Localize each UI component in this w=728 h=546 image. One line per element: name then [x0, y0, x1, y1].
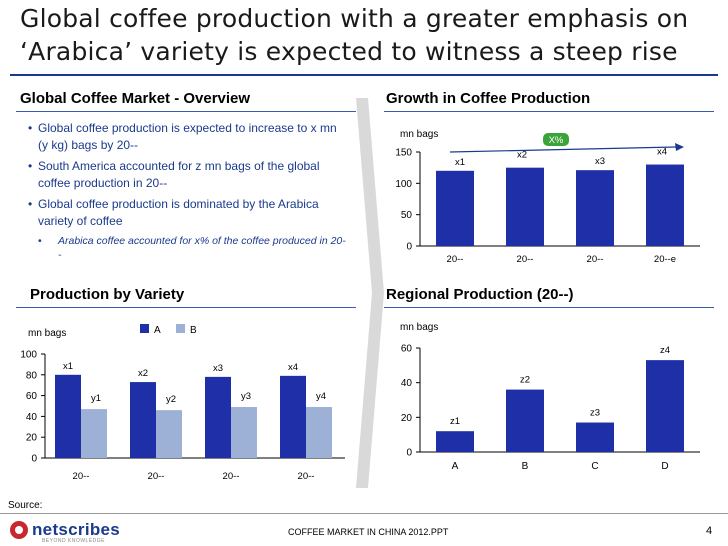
variety-y-tick-label: 0 [31, 454, 37, 465]
regional-data-label: z2 [520, 375, 530, 386]
regional-y-axis-label: mn bags [400, 322, 438, 333]
growth-x-tick-label: 20-- [447, 254, 464, 265]
growth-data-label: x4 [657, 147, 667, 158]
overview-heading: Global Coffee Market - Overview [20, 90, 251, 107]
variety-bar-a [205, 376, 231, 458]
regional-x-tick-label: D [661, 461, 668, 472]
legend-label-a: A [154, 325, 161, 336]
variety-bar-a [280, 375, 306, 458]
variety-data-label: x2 [138, 368, 148, 379]
growth-bar [506, 167, 544, 246]
variety-data-label: x4 [288, 362, 298, 373]
bullet-south-america: South America accounted for z mn bags of… [28, 158, 348, 192]
growth-data-label: x3 [595, 156, 605, 167]
growth-x-tick-label: 20-- [517, 254, 534, 265]
variety-bar-b [231, 407, 257, 458]
variety-y-tick-label: 40 [26, 412, 38, 423]
title-bar: Global coffee production with a greater … [0, 0, 728, 74]
legend-swatch-a [140, 324, 149, 333]
growth-bar [646, 164, 684, 246]
growth-y-tick-label: 150 [395, 148, 412, 159]
variety-heading: Production by Variety [30, 286, 185, 303]
bullet-arabica-dominance: Global coffee production is dominated by… [28, 196, 348, 230]
variety-heading-rule [16, 307, 356, 308]
page-title-line-2: ‘Arabica’ variety is expected to witness… [20, 37, 678, 66]
variety-bar-b [156, 410, 182, 458]
growth-y-tick-label: 100 [395, 179, 412, 190]
regional-data-label: z4 [660, 345, 670, 356]
regional-y-tick-label: 20 [401, 413, 413, 424]
legend-swatch-b [176, 324, 185, 333]
regional-data-label: z1 [450, 416, 460, 427]
variety-data-label: y1 [91, 393, 101, 404]
growth-x-tick-label: 20-- [587, 254, 604, 265]
title-divider [10, 74, 718, 76]
growth-y-axis-label: mn bags [400, 129, 438, 140]
growth-rate-label: X% [549, 135, 564, 146]
legend-label-b: B [190, 325, 197, 336]
regional-x-tick-label: A [452, 461, 459, 472]
footer-divider [0, 513, 728, 514]
netscribes-logo-icon [10, 521, 28, 539]
variety-y-tick-label: 80 [26, 370, 38, 381]
regional-heading-rule [384, 307, 714, 308]
regional-y-tick-label: 40 [401, 378, 413, 389]
variety-data-label: y4 [316, 391, 326, 402]
variety-bar-a [130, 382, 156, 458]
variety-data-label: y2 [166, 394, 176, 405]
regional-heading: Regional Production (20--) [386, 286, 574, 303]
transition-arrow-shape [356, 98, 384, 488]
variety-bar-b [81, 409, 107, 458]
growth-rate-badge [543, 133, 569, 146]
chevron-right-icon [356, 98, 384, 488]
variety-data-label: x1 [63, 361, 73, 372]
variety-y-tick-label: 100 [20, 350, 37, 361]
growth-bar [576, 170, 614, 246]
growth-x-tick-label: 20--e [654, 254, 676, 265]
variety-y-tick-label: 60 [26, 391, 38, 402]
regional-bar [506, 389, 544, 452]
overview-heading-rule [16, 111, 356, 112]
growth-heading: Growth in Coffee Production [386, 90, 591, 107]
growth-trend-arrow [449, 146, 677, 153]
growth-data-label: x2 [517, 150, 527, 161]
regional-data-label: z3 [590, 408, 600, 419]
logo-tagline: BEYOND KNOWLEDGE [42, 538, 106, 544]
overview-bullet-list: Global coffee production is expected to … [28, 120, 348, 262]
bullet-production-forecast: Global coffee production is expected to … [28, 120, 348, 154]
page-title-line-1: Global coffee production with a greater … [20, 4, 689, 33]
sub-bullet-arabica-share: Arabica coffee accounted for x% of the c… [28, 234, 348, 262]
regional-x-tick-label: B [522, 461, 529, 472]
variety-data-label: y3 [241, 391, 251, 402]
regional-y-tick-label: 60 [401, 344, 413, 355]
regional-x-tick-label: C [591, 461, 598, 472]
growth-y-tick-label: 0 [406, 242, 412, 253]
variety-y-tick-label: 20 [26, 433, 38, 444]
growth-trend-arrowhead [675, 143, 684, 151]
variety-x-tick-label: 20-- [298, 471, 315, 482]
growth-data-label: x1 [455, 157, 465, 168]
variety-bar-b [306, 407, 332, 458]
variety-y-axis-label: mn bags [28, 328, 66, 339]
source-label: Source: [8, 500, 43, 511]
logo-text: netscribes [32, 520, 121, 539]
growth-heading-rule [384, 111, 714, 112]
variety-bar-a [55, 374, 81, 458]
variety-x-tick-label: 20-- [73, 471, 90, 482]
growth-y-tick-label: 50 [401, 210, 413, 221]
regional-y-tick-label: 0 [406, 448, 412, 459]
variety-data-label: x3 [213, 363, 223, 374]
regional-bar [436, 431, 474, 452]
footer-document-name: COFFEE MARKET IN CHINA 2012.PPT [288, 527, 449, 537]
page-number: 4 [706, 525, 713, 537]
variety-x-tick-label: 20-- [148, 471, 165, 482]
netscribes-logo: netscribes BEYOND KNOWLEDGE [10, 520, 121, 544]
regional-bar [646, 360, 684, 452]
growth-bar [436, 170, 474, 246]
regional-bar [576, 422, 614, 452]
variety-x-tick-label: 20-- [223, 471, 240, 482]
